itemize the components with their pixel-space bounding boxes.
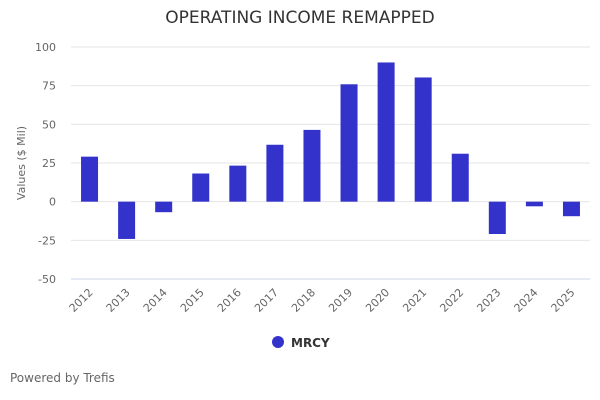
- credit-text: Powered by Trefis: [10, 371, 115, 385]
- bar-2023: [488, 201, 506, 234]
- legend-label: MRCY: [291, 336, 330, 350]
- x-tick-label: 2025: [549, 286, 578, 315]
- y-tick-label: 50: [42, 118, 56, 131]
- y-tick-label: 0: [49, 196, 56, 209]
- bar-2014: [155, 201, 173, 213]
- x-tick-label: 2016: [215, 286, 244, 315]
- x-tick-label: 2020: [363, 286, 392, 315]
- bar-2019: [340, 84, 358, 202]
- bar-2012: [81, 156, 99, 202]
- x-tick-label: 2013: [104, 286, 133, 315]
- bar-2022: [451, 153, 469, 202]
- x-tick-label: 2018: [289, 286, 318, 315]
- bar-2017: [266, 144, 284, 202]
- x-tick-label: 2017: [252, 286, 281, 315]
- chart-title: OPERATING INCOME REMAPPED: [165, 8, 435, 28]
- bar-2024: [525, 201, 543, 207]
- bar-2021: [414, 77, 432, 202]
- y-tick-label: -25: [38, 234, 56, 247]
- legend-marker: [272, 336, 284, 348]
- x-tick-label: 2015: [178, 286, 207, 315]
- x-tick-label: 2022: [437, 286, 466, 315]
- bar-2020: [377, 62, 395, 202]
- y-tick-label: 25: [42, 157, 56, 170]
- bar-2013: [118, 201, 136, 239]
- x-tick-label: 2024: [512, 286, 541, 315]
- y-axis-label: Values ($ Mil): [15, 126, 28, 200]
- y-tick-label: 75: [42, 80, 56, 93]
- x-tick-label: 2023: [474, 286, 503, 315]
- bar-2016: [229, 165, 247, 202]
- y-tick-label: 100: [35, 41, 56, 54]
- bar-2025: [562, 201, 580, 217]
- x-tick-label: 2014: [141, 286, 170, 315]
- x-tick-label: 2019: [326, 286, 355, 315]
- x-tick-label: 2021: [400, 286, 429, 315]
- bar-2018: [303, 129, 321, 202]
- bar-2015: [192, 173, 210, 202]
- x-tick-label: 2012: [67, 286, 96, 315]
- y-tick-label: -50: [38, 273, 56, 286]
